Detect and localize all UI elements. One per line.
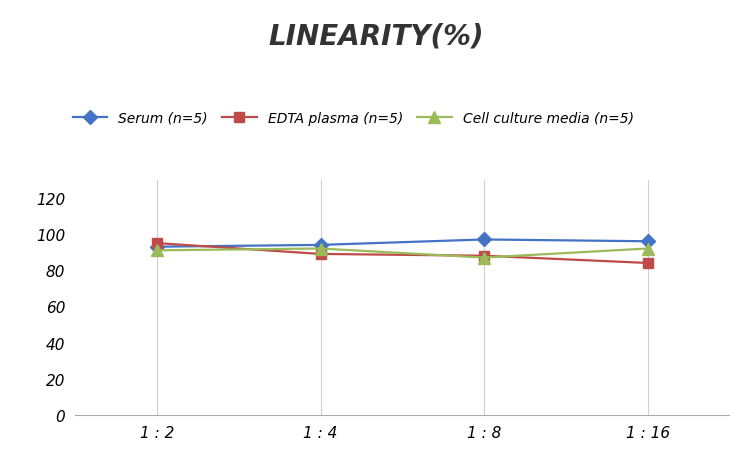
- Serum (n=5): [153, 244, 162, 250]
- Cell culture media (n=5): [480, 255, 489, 261]
- EDTA plasma (n=5): [643, 261, 652, 266]
- Text: LINEARITY(%): LINEARITY(%): [268, 23, 484, 51]
- Serum (n=5): [480, 237, 489, 243]
- Serum (n=5): [316, 243, 325, 248]
- EDTA plasma (n=5): [480, 253, 489, 259]
- EDTA plasma (n=5): [153, 241, 162, 246]
- Cell culture media (n=5): [316, 246, 325, 252]
- Cell culture media (n=5): [643, 246, 652, 252]
- EDTA plasma (n=5): [316, 252, 325, 257]
- Line: Serum (n=5): Serum (n=5): [152, 235, 653, 252]
- Line: Cell culture media (n=5): Cell culture media (n=5): [151, 244, 653, 263]
- Cell culture media (n=5): [153, 248, 162, 253]
- Serum (n=5): [643, 239, 652, 244]
- Line: EDTA plasma (n=5): EDTA plasma (n=5): [152, 239, 653, 268]
- Legend: Serum (n=5), EDTA plasma (n=5), Cell culture media (n=5): Serum (n=5), EDTA plasma (n=5), Cell cul…: [67, 106, 639, 131]
